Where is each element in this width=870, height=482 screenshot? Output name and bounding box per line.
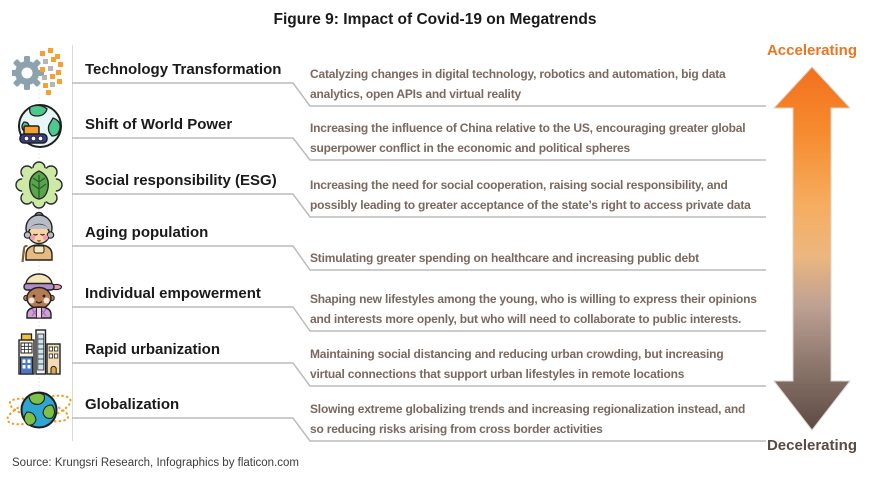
step-line-4 [72,245,766,271]
accelerating-label: Accelerating [766,42,857,59]
trend-arrow [772,66,852,431]
row-title-technology: Technology Transformation [85,61,282,78]
decelerating-label: Decelerating [766,437,857,454]
row-desc-esg: Increasing the need for social cooperati… [310,178,751,212]
figure-title: Figure 9: Impact of Covid-19 on Megatren… [273,11,597,28]
row-desc-technology: Catalyzing changes in digital technology… [310,67,726,101]
gear-pixels-icon [12,46,66,100]
step-line-2 [72,137,766,161]
row-title-world-power: Shift of World Power [85,116,233,133]
step-line-6 [72,362,766,387]
row-title-urbanization: Rapid urbanization [85,341,220,358]
row-title-empowerment: Individual empowerment [85,285,261,302]
globe-orbit-icon [4,383,74,437]
step-line-3 [72,193,766,218]
row-title-globalization: Globalization [85,396,180,413]
globe-ship-icon [12,101,66,155]
row-desc-aging: Stimulating greater spending on healthca… [310,251,699,265]
elderly-woman-icon [12,211,66,265]
step-line-5 [72,306,766,332]
source-note: Source: Krungsri Research, Infographics … [12,457,299,469]
double-headed-arrow-shape [772,66,852,431]
step-line-7 [72,417,766,442]
step-line-1 [72,82,766,107]
row-title-esg: Social responsibility (ESG) [85,172,277,189]
row-desc-globalization: Slowing extreme globalizing trends and i… [310,402,746,436]
row-desc-world-power: Increasing the influence of China relati… [310,121,746,155]
row-desc-empowerment: Shaping new lifestyles among the young, … [310,292,757,326]
row-title-aging: Aging population [85,224,209,241]
city-icon [12,326,66,380]
leaf-badge-icon [12,158,66,212]
row-desc-urbanization: Maintaining social distancing and reduci… [310,347,724,381]
child-icon [12,269,66,323]
